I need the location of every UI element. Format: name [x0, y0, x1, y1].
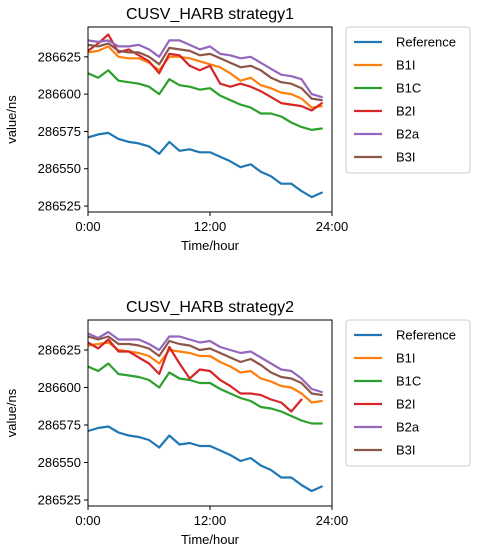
y-tick-label: 286550	[38, 455, 81, 470]
series-group	[88, 330, 323, 493]
legend: Reference B1I B1C B2I B2a B3I	[345, 319, 471, 467]
x-tick-label: 24:00	[316, 513, 349, 528]
series-line-b3i	[88, 42, 323, 102]
y-tick-label: 286600	[38, 87, 81, 102]
legend-label: B1C	[396, 374, 421, 389]
legend-label: B3I	[396, 443, 416, 458]
x-tick-label: 24:00	[316, 219, 349, 234]
series-line-reference	[88, 425, 323, 493]
y-tick-label: 286575	[38, 418, 81, 433]
legend-label: B1C	[396, 81, 421, 96]
y-tick-label: 286550	[38, 161, 81, 176]
legend-box	[345, 319, 471, 467]
y-tick-label: 286625	[38, 343, 81, 358]
legend-label: B2a	[396, 127, 420, 142]
y-tick-label: 286625	[38, 49, 81, 64]
y-tick-label: 286525	[38, 493, 81, 508]
legend-label: B1I	[396, 58, 416, 73]
y-tick-label: 286575	[38, 124, 81, 139]
x-axis-label: Time/hour	[181, 238, 240, 253]
x-tick-label: 12:00	[194, 513, 227, 528]
legend-label: B2I	[396, 397, 416, 412]
y-tick-label: 286600	[38, 380, 81, 395]
legend-label: B3I	[396, 150, 416, 165]
legend-label: Reference	[396, 35, 456, 50]
series-line-b2i	[88, 338, 303, 413]
y-axis-label: value/ns	[4, 388, 19, 437]
legend: Reference B1I B1C B2I B2a B3I	[345, 26, 471, 174]
x-axis-label: Time/hour	[181, 532, 240, 547]
y-tick-label: 286525	[38, 199, 81, 214]
legend-label: B1I	[396, 351, 416, 366]
series-line-b2i	[88, 33, 323, 112]
chart-title: CUSV_HARB strategy2	[126, 299, 294, 316]
chart-panel-2: CUSV_HARB strategy2 0:00 12:00 24:00 286525 2…	[4, 299, 471, 547]
y-axis-label: value/ns	[4, 95, 19, 144]
series-line-b1c	[88, 362, 323, 425]
series-line-reference	[88, 131, 323, 199]
series-line-b1i	[88, 45, 323, 109]
x-tick-label: 0:00	[75, 219, 100, 234]
series-line-b3i	[88, 335, 323, 397]
chart-panel-1: CUSV_HARB strategy1 0:00 12:00 24:00 286525 2…	[4, 6, 471, 253]
series-group	[88, 33, 323, 199]
legend-label: B2I	[396, 104, 416, 119]
legend-label: Reference	[396, 328, 456, 343]
series-line-b2a	[88, 330, 323, 394]
x-tick-label: 0:00	[75, 513, 100, 528]
legend-label: B2a	[396, 420, 420, 435]
x-tick-label: 12:00	[194, 219, 227, 234]
legend-box	[345, 26, 471, 174]
chart-title: CUSV_HARB strategy1	[126, 6, 294, 23]
series-line-b1c	[88, 69, 323, 131]
series-line-b2a	[88, 39, 323, 99]
